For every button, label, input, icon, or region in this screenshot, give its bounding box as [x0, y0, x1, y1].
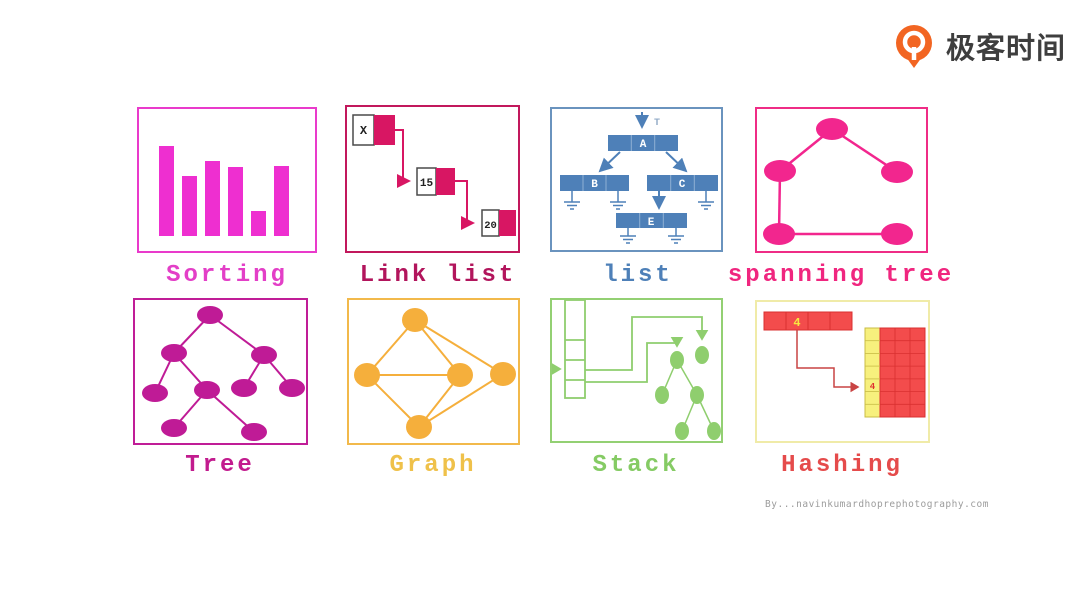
pointer-route-2 — [585, 337, 684, 383]
svg-text:20: 20 — [484, 220, 497, 232]
edge-a-b — [598, 151, 621, 173]
svg-text:A: A — [640, 139, 647, 151]
cell-node-c: C — [647, 175, 718, 191]
link-arrow-2 — [455, 180, 475, 230]
graph-edges — [366, 319, 504, 428]
geektime-logo-icon — [896, 25, 932, 68]
caption-list: list — [603, 262, 673, 289]
credit-text: By...navinkumardhoprephotography.com — [765, 499, 989, 510]
graph-diagram — [354, 308, 516, 439]
list-node-1: X — [352, 114, 395, 146]
cell-node-e: E — [616, 213, 687, 229]
panel-link-list: X 15 20 — [345, 105, 520, 253]
caption-graph: Graph — [389, 452, 477, 479]
head-pointer-label: T — [654, 118, 660, 129]
hash-arrow — [796, 330, 860, 393]
caption-stack: Stack — [592, 452, 680, 479]
svg-text:X: X — [360, 124, 368, 138]
caption-link-list: Link list — [359, 262, 517, 289]
panel-sorting — [137, 107, 317, 253]
caption-hashing: Hashing — [781, 452, 903, 479]
hash-key-bar: 4 — [763, 311, 853, 331]
linked-list-diagram: X 15 20 — [352, 114, 516, 237]
hash-table-grid: 4 — [864, 327, 926, 418]
panel-hashing: 4 — [755, 300, 930, 443]
cell-tree-diagram: T A B C — [560, 112, 718, 244]
sorting-bar-chart — [159, 146, 289, 236]
sorting-bars — [159, 146, 289, 236]
spanning-tree-diagram — [763, 118, 913, 245]
panel-graph — [347, 298, 520, 445]
panel-stack — [550, 298, 723, 443]
svg-text:B: B — [591, 179, 598, 191]
stack-cells — [564, 300, 586, 399]
pointer-route-1 — [585, 316, 709, 371]
link-arrow-1 — [395, 129, 411, 188]
caption-spanning-tree: spanning tree — [727, 262, 955, 289]
tree-nodes — [142, 306, 305, 441]
edge-a-c — [665, 151, 688, 173]
brand-name: 极客时间 — [946, 33, 1067, 65]
list-node-2: 15 — [416, 167, 455, 196]
panel-list: T A B C — [550, 107, 723, 252]
tree-diagram — [142, 306, 305, 441]
stack-tree-nodes — [655, 346, 721, 440]
caption-tree: Tree — [185, 452, 255, 479]
hashing-diagram: 4 — [763, 311, 926, 418]
spanning-tree-edges — [777, 127, 898, 236]
brand-logo: 极客时间 — [891, 22, 1066, 70]
panel-spanning-tree — [755, 107, 928, 253]
list-node-3: 20 — [481, 209, 516, 237]
panel-tree — [133, 298, 308, 445]
tree-edges — [154, 314, 293, 433]
null-ground-symbols — [564, 191, 714, 244]
stack-tree-edges — [661, 359, 715, 432]
hash-bucket-value: 4 — [870, 382, 876, 392]
graph-nodes — [354, 308, 516, 439]
spanning-tree-nodes — [763, 118, 913, 245]
stack-diagram — [552, 300, 721, 440]
svg-text:C: C — [679, 179, 686, 191]
svg-text:E: E — [648, 217, 655, 229]
cell-node-b: B — [560, 175, 629, 191]
svg-text:15: 15 — [420, 178, 434, 190]
hash-key-value: 4 — [793, 316, 800, 330]
cell-node-a: A — [608, 135, 678, 151]
caption-sorting: Sorting — [166, 262, 288, 289]
